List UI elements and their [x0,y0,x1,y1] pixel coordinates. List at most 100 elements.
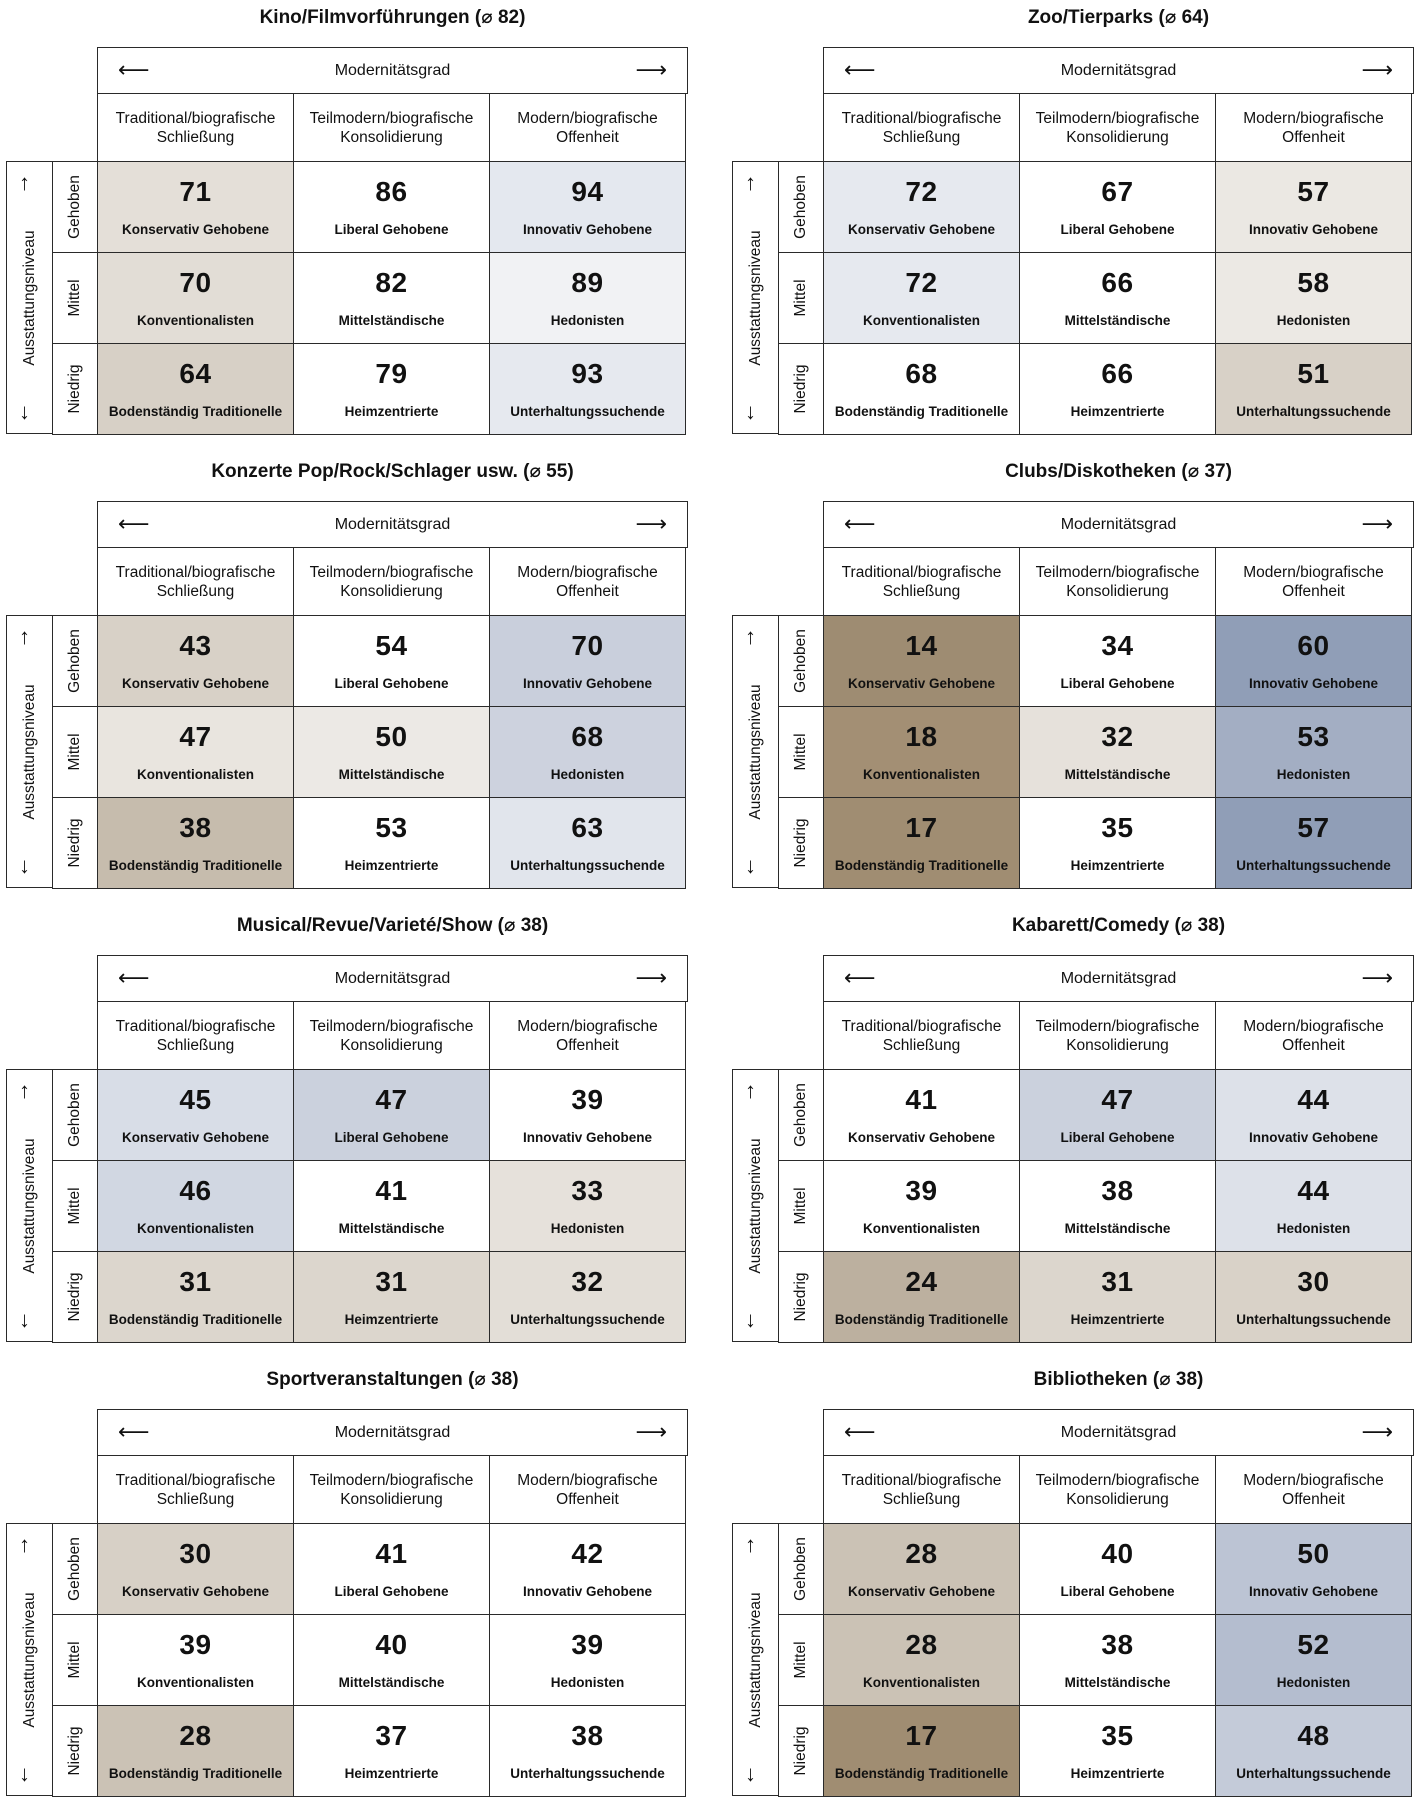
cell-segment-label: Konventionalisten [136,1675,254,1690]
column-header-teilmodern: Teilmodern/biografische Konsolidierung [293,1455,490,1524]
cell-segment-label: Liberal Gehobene [1060,1130,1175,1145]
heatmap-cell: 57 Unterhaltungssuchende [1215,797,1412,889]
cell-value: 39 [905,1175,938,1206]
cell-value: 93 [571,358,604,389]
row-header-niedrig: Niedrig [52,343,98,435]
heatmap-panel: Musical/Revue/Varieté/Show (⌀ 38) ⟵ Modern… [6,908,688,1343]
cell-value: 38 [1101,1175,1134,1206]
arrow-left-icon: ⟵ [844,511,876,536]
cell-segment-label: Konventionalisten [862,313,980,328]
heatmap-cell: 44 Hedonisten [1215,1160,1412,1252]
chart-title: Kino/Filmvorführungen (⌀ 82) [259,7,526,28]
modernity-axis-label: Modernitätsgrad [1060,516,1177,533]
cell-value: 54 [375,630,408,661]
cell-value: 94 [571,176,604,207]
heatmap-panel: Kino/Filmvorführungen (⌀ 82) ⟵ Modernitäts… [6,0,688,435]
cell-value: 72 [905,176,938,207]
cell-segment-label: Mittelständische [1064,313,1171,328]
arrow-up-icon: ↑ [745,624,756,649]
heatmap-cell: 93 Unterhaltungssuchende [489,343,686,435]
cell-value: 67 [1101,176,1134,207]
cell-value: 70 [571,630,604,661]
heatmap-cell: 60 Innovativ Gehobene [1215,615,1412,707]
heatmap-cell: 47 Liberal Gehobene [293,1069,490,1161]
cell-value: 46 [179,1175,212,1206]
chart-title: Kabarett/Comedy (⌀ 38) [1011,915,1226,936]
column-header-traditional: Traditional/biografische Schließung [823,547,1020,616]
heatmap-cell: 71 Konservativ Gehobene [97,161,294,253]
heatmap-panel: Zoo/Tierparks (⌀ 64) ⟵ Modernitätsgrad ⟶ Tra… [732,0,1414,435]
heatmap-cell: 43 Konservativ Gehobene [97,615,294,707]
modernity-axis: ⟵ Modernitätsgrad ⟶ [823,1409,1414,1456]
cell-segment-label: Konservativ Gehobene [121,222,270,237]
cell-segment-label: Mittelständische [338,313,445,328]
cell-segment-label: Bodenständig Traditionelle [834,1766,1009,1781]
row-header-mittel: Mittel [52,1614,98,1706]
cell-segment-label: Hedonisten [550,1675,625,1690]
arrow-right-icon: ⟶ [635,965,667,990]
heatmap-cell: 18 Konventionalisten [823,706,1020,798]
row-header-mittel: Mittel [778,1160,824,1252]
heatmap-cell: 33 Hedonisten [489,1160,686,1252]
cell-value: 39 [571,1629,604,1660]
arrow-left-icon: ⟵ [118,57,150,82]
column-header-traditional: Traditional/biografische Schließung [97,1001,294,1070]
heatmap-cell: 94 Innovativ Gehobene [489,161,686,253]
cell-value: 72 [905,267,938,298]
cell-segment-label: Heimzentrierte [1070,404,1165,419]
cell-segment-label: Heimzentrierte [1070,1312,1165,1327]
row-header-niedrig: Niedrig [778,797,824,889]
arrow-up-icon: ↑ [745,1078,756,1103]
cell-segment-label: Konservativ Gehobene [121,676,270,691]
cell-segment-label: Liberal Gehobene [334,676,449,691]
heatmap-cell: 64 Bodenständig Traditionelle [97,343,294,435]
modernity-axis: ⟵ Modernitätsgrad ⟶ [823,47,1414,94]
cell-segment-label: Heimzentrierte [1070,858,1165,873]
chart-title: Clubs/Diskotheken (⌀ 37) [1005,461,1232,482]
cell-value: 38 [1101,1629,1134,1660]
cell-value: 14 [905,630,938,661]
row-header-gehoben: Gehoben [52,1069,98,1161]
equipment-axis: ↑ Ausstattungsniveau ↓ [732,161,779,434]
row-header-gehoben: Gehoben [778,615,824,707]
cell-segment-label: Hedonisten [1276,1675,1351,1690]
cell-segment-label: Bodenständig Traditionelle [834,404,1009,419]
row-header-mittel: Mittel [52,1160,98,1252]
cell-value: 32 [1101,721,1134,752]
cell-value: 53 [1297,721,1330,752]
arrow-down-icon: ↓ [745,1761,756,1786]
heatmap-cell: 41 Mittelständische [293,1160,490,1252]
heatmap-cell: 17 Bodenständig Traditionelle [823,797,1020,889]
cell-segment-label: Innovativ Gehobene [522,676,653,691]
cell-segment-label: Liberal Gehobene [334,1130,449,1145]
arrow-up-icon: ↑ [19,624,30,649]
arrow-down-icon: ↓ [19,1761,30,1786]
cell-segment-label: Innovativ Gehobene [1248,1584,1379,1599]
column-header-teilmodern: Teilmodern/biografische Konsolidierung [293,1001,490,1070]
cell-value: 31 [179,1266,212,1297]
modernity-axis: ⟵ Modernitätsgrad ⟶ [97,1409,688,1456]
modernity-axis-label: Modernitätsgrad [334,970,451,987]
heatmap-cell: 39 Konventionalisten [97,1614,294,1706]
heatmap-cell: 72 Konventionalisten [823,252,1020,344]
row-header-gehoben: Gehoben [778,161,824,253]
row-header-niedrig: Niedrig [778,343,824,435]
heatmap-cell: 17 Bodenständig Traditionelle [823,1705,1020,1797]
cell-value: 64 [179,358,212,389]
equipment-axis-label: Ausstattungsniveau [747,230,764,366]
cell-segment-label: Innovativ Gehobene [1248,676,1379,691]
arrow-right-icon: ⟶ [635,57,667,82]
modernity-axis: ⟵ Modernitätsgrad ⟶ [97,47,688,94]
chart-title: Bibliotheken (⌀ 38) [1033,1369,1204,1390]
cell-segment-label: Konservativ Gehobene [847,676,996,691]
arrow-right-icon: ⟶ [1361,511,1393,536]
heatmap-cell: 35 Heimzentrierte [1019,797,1216,889]
row-header-gehoben: Gehoben [52,161,98,253]
cell-segment-label: Hedonisten [550,313,625,328]
row-header-niedrig: Niedrig [778,1705,824,1797]
cell-value: 50 [375,721,408,752]
cell-value: 31 [1101,1266,1134,1297]
heatmap-cell: 35 Heimzentrierte [1019,1705,1216,1797]
modernity-axis-label: Modernitätsgrad [334,1424,451,1441]
heatmap-cell: 38 Mittelständische [1019,1160,1216,1252]
